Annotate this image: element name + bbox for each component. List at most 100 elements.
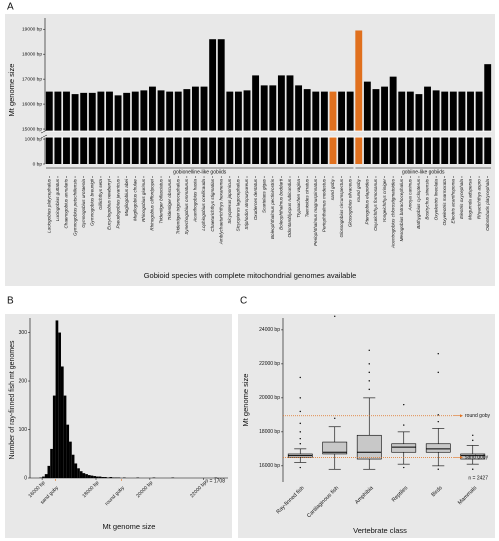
x-tick-label: Bathygobius cyclopterus bbox=[416, 178, 421, 228]
outlier bbox=[437, 420, 439, 423]
box bbox=[356, 434, 382, 460]
x-tick-label: Pterogobius elapoides bbox=[365, 178, 370, 224]
histogram-bar bbox=[104, 477, 107, 478]
outlier bbox=[368, 380, 370, 382]
box bbox=[391, 443, 417, 453]
y-tick-label: 0 bp bbox=[33, 161, 43, 167]
y-tick-label: 0 bbox=[24, 475, 27, 481]
bar bbox=[363, 81, 371, 164]
histogram-bar bbox=[69, 441, 72, 478]
x-tick-label: sand goby bbox=[330, 178, 335, 200]
outlier bbox=[299, 466, 301, 469]
x-tick-label: Mugilogobius chulae bbox=[132, 179, 137, 221]
x-tick-label: Luciogobius platycephalus bbox=[47, 178, 52, 233]
bar bbox=[54, 91, 62, 164]
bar bbox=[424, 86, 431, 164]
outlier bbox=[472, 468, 474, 470]
bar bbox=[114, 95, 122, 164]
x-tick-label: Periophthalmus modestus bbox=[322, 178, 327, 232]
reference-label: round goby bbox=[465, 413, 491, 419]
bar bbox=[329, 91, 337, 164]
bar bbox=[123, 92, 131, 164]
x-tick-label: Boleophthalmus pectinirostris bbox=[270, 178, 275, 239]
bar bbox=[252, 75, 260, 164]
histogram-bar bbox=[93, 476, 96, 478]
x-tick-label: Mogurnda adspersa bbox=[468, 179, 473, 220]
outlier bbox=[403, 424, 405, 426]
x-tick-label: Luciogobius guttatus bbox=[55, 178, 60, 221]
outlier bbox=[299, 437, 301, 440]
x-tick-label: Sicyopterus japonicus bbox=[227, 178, 232, 223]
x-tick-label: Tridentiger bifasciatus bbox=[158, 178, 163, 223]
bar bbox=[381, 86, 388, 164]
histogram-bar bbox=[60, 366, 64, 478]
bar bbox=[209, 39, 217, 164]
panel-letter: A bbox=[7, 2, 14, 13]
bar bbox=[432, 90, 440, 164]
bar bbox=[389, 76, 397, 164]
x-tick-label: Chaeturichthys stigmatias bbox=[210, 178, 215, 231]
y-tick-label: 1000 bp bbox=[25, 136, 43, 142]
outlier bbox=[334, 315, 336, 318]
outlier bbox=[437, 371, 439, 374]
y-tick-label: 100 bbox=[19, 427, 28, 433]
x-tick-label: Scartelaos gigas bbox=[261, 178, 266, 213]
bar bbox=[320, 91, 328, 164]
x-tick-label: Eucyclogobius newberryi bbox=[107, 178, 112, 230]
bar bbox=[269, 85, 277, 164]
outlier bbox=[299, 443, 301, 445]
x-tick-label: Gymnogobius urotaenia bbox=[81, 179, 86, 228]
outlier bbox=[368, 371, 370, 374]
y-axis-title: Mt genome size bbox=[7, 64, 16, 117]
group-label: gobiine-like gobiids bbox=[402, 169, 445, 175]
x-tick-label: Mesogobius batrachocephalus bbox=[399, 178, 404, 241]
y-tick-label: 22000 bp bbox=[259, 361, 280, 367]
bar bbox=[80, 92, 88, 164]
group-label: gobionelline-like gobiids bbox=[173, 169, 227, 175]
histogram-bar bbox=[87, 475, 91, 478]
y-tick-label: 18000 bp bbox=[22, 51, 42, 57]
outlier bbox=[437, 414, 439, 416]
x-tick-label: Mugilogobius abei bbox=[124, 178, 129, 216]
bar bbox=[191, 86, 199, 164]
sample-size: n = 2427 bbox=[468, 475, 488, 481]
bar bbox=[467, 91, 474, 164]
axis-break-mark bbox=[40, 129, 48, 134]
x-tick-label: Gillichthys seta bbox=[98, 179, 103, 210]
bar bbox=[200, 86, 208, 164]
reference-arrowhead bbox=[460, 455, 463, 459]
histogram-bar bbox=[58, 332, 61, 478]
bar bbox=[277, 75, 285, 164]
x-tick-label: round goby bbox=[356, 178, 361, 202]
bar bbox=[295, 85, 303, 164]
bar bbox=[415, 94, 423, 164]
x-tick-label: Glossogobius circumspectus bbox=[339, 178, 344, 237]
x-tick-label: Synechogobius ommaturus bbox=[184, 178, 189, 234]
bar bbox=[45, 91, 53, 164]
x-tick-label: Taenioides cirratus bbox=[304, 178, 309, 217]
y-tick-label: 300 bbox=[19, 330, 28, 336]
bar bbox=[355, 30, 363, 164]
x-tick-label: Eleotris acanthopoma bbox=[451, 179, 456, 224]
y-tick-label: 16000 bp bbox=[22, 101, 42, 107]
x-tick-label: Rhinogobius cliffordpopei bbox=[150, 178, 155, 231]
y-tick-label: 15000 bp bbox=[22, 126, 42, 132]
histogram-bar bbox=[74, 463, 78, 478]
x-tick-label: Gymnogobius breunigii bbox=[89, 178, 94, 226]
bar bbox=[157, 90, 165, 164]
bar bbox=[475, 91, 483, 164]
bar bbox=[166, 91, 174, 164]
x-tick-label: Pseudogobius javanicus bbox=[115, 178, 120, 228]
x-tick-label: Periophthalmus magnuspinnatus bbox=[313, 178, 318, 246]
histogram-bar bbox=[90, 475, 94, 478]
x-axis-title: Gobioid species with complete mitochondr… bbox=[144, 271, 357, 280]
histogram-bar bbox=[71, 454, 75, 478]
x-tick-label: Lophiogobius ocellicauda bbox=[201, 179, 206, 231]
panel-letter: C bbox=[240, 296, 247, 307]
histogram-bar bbox=[77, 468, 80, 478]
bar bbox=[71, 94, 79, 164]
x-tick-label: Tridentiger trigonocephalus bbox=[175, 178, 180, 234]
bar bbox=[140, 90, 148, 164]
x-tick-label: Odontobutis platycephala bbox=[485, 179, 490, 231]
